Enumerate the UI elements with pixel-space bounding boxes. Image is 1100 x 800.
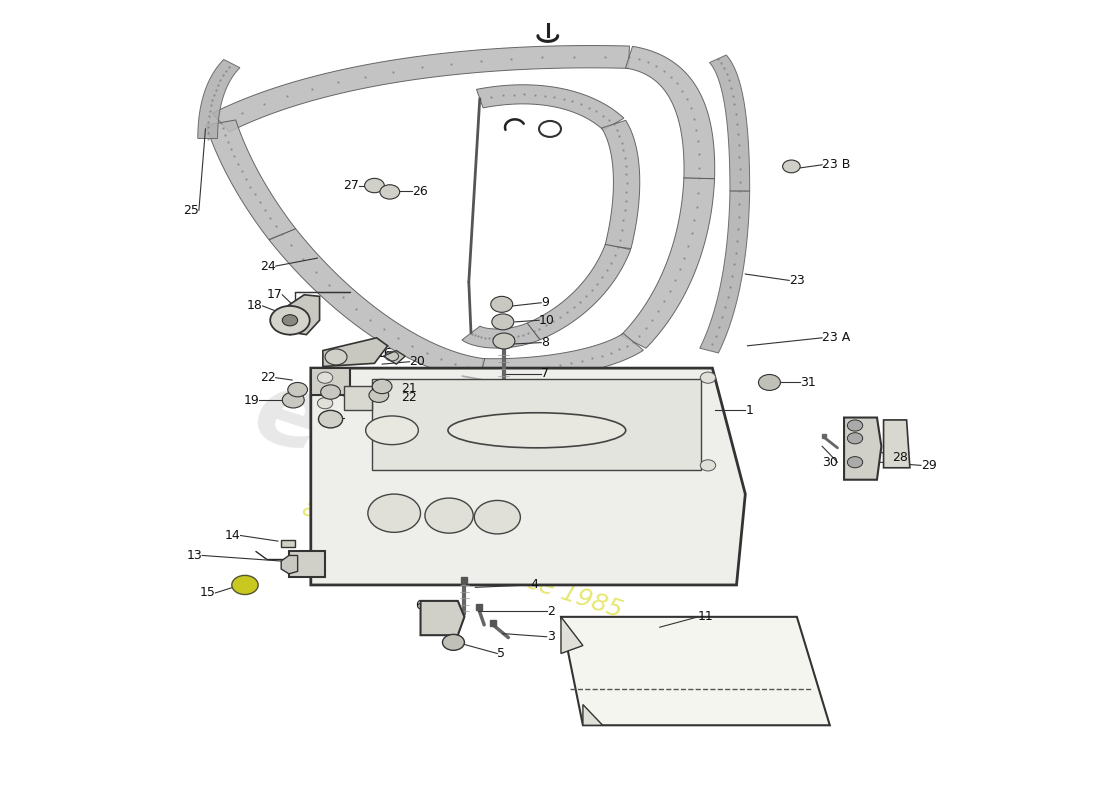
Circle shape	[847, 420, 862, 431]
Polygon shape	[276, 294, 320, 334]
Text: 30: 30	[822, 456, 837, 469]
Text: 21: 21	[346, 390, 363, 403]
Polygon shape	[198, 59, 240, 138]
Circle shape	[491, 296, 513, 312]
Text: 8: 8	[541, 336, 549, 349]
Circle shape	[759, 374, 780, 390]
Text: 13: 13	[186, 549, 202, 562]
Text: 11: 11	[698, 610, 714, 623]
Text: 6: 6	[415, 599, 422, 612]
Circle shape	[232, 575, 258, 594]
Polygon shape	[476, 85, 624, 130]
Circle shape	[319, 410, 342, 428]
Polygon shape	[311, 368, 746, 585]
Polygon shape	[420, 601, 464, 635]
Text: 29: 29	[921, 459, 936, 472]
Polygon shape	[462, 323, 540, 348]
Polygon shape	[311, 368, 350, 395]
Text: 23: 23	[789, 274, 805, 287]
Text: 9: 9	[541, 296, 549, 310]
Text: 22: 22	[400, 391, 417, 404]
Circle shape	[271, 306, 310, 334]
Text: 31: 31	[800, 376, 816, 389]
Polygon shape	[289, 551, 326, 577]
Text: 26: 26	[411, 185, 428, 198]
Text: 21: 21	[400, 382, 417, 394]
Text: 24: 24	[260, 259, 276, 273]
Text: 28: 28	[892, 451, 909, 464]
Circle shape	[847, 457, 862, 468]
Text: 17: 17	[266, 288, 283, 302]
Text: 3: 3	[547, 630, 554, 643]
Text: 27: 27	[343, 179, 359, 192]
Text: 23 A: 23 A	[822, 331, 850, 344]
Circle shape	[318, 398, 332, 409]
Polygon shape	[282, 539, 296, 547]
Polygon shape	[527, 244, 630, 340]
Circle shape	[367, 494, 420, 532]
Polygon shape	[602, 120, 640, 249]
Circle shape	[318, 372, 332, 383]
Text: 19: 19	[243, 394, 260, 406]
Circle shape	[493, 333, 515, 349]
Polygon shape	[710, 55, 750, 191]
Circle shape	[442, 634, 464, 650]
Text: 22: 22	[260, 371, 276, 384]
Circle shape	[368, 388, 388, 402]
Text: 1: 1	[746, 404, 754, 417]
Text: 20: 20	[409, 355, 426, 368]
Polygon shape	[561, 617, 829, 726]
Polygon shape	[212, 46, 629, 132]
Text: 10: 10	[539, 314, 554, 326]
Polygon shape	[282, 555, 298, 574]
Text: europes: europes	[241, 363, 705, 596]
Circle shape	[701, 372, 716, 383]
Circle shape	[379, 185, 399, 199]
Text: 5: 5	[497, 647, 505, 660]
Circle shape	[283, 314, 298, 326]
Text: a passion parts since 1985: a passion parts since 1985	[299, 496, 626, 622]
Circle shape	[283, 392, 305, 408]
Polygon shape	[700, 191, 750, 353]
Polygon shape	[206, 120, 296, 240]
Text: 23 B: 23 B	[822, 158, 850, 171]
Polygon shape	[883, 420, 910, 468]
Circle shape	[364, 178, 384, 193]
Ellipse shape	[365, 416, 418, 445]
Polygon shape	[844, 418, 881, 480]
Polygon shape	[270, 229, 485, 381]
Polygon shape	[620, 178, 715, 348]
Text: 2: 2	[547, 605, 554, 618]
Circle shape	[701, 460, 716, 471]
Circle shape	[326, 349, 346, 365]
Circle shape	[372, 379, 392, 394]
Text: 25: 25	[183, 204, 199, 217]
Circle shape	[782, 160, 800, 173]
Ellipse shape	[448, 413, 626, 448]
Circle shape	[321, 385, 340, 399]
Circle shape	[474, 501, 520, 534]
Text: 14: 14	[224, 529, 241, 542]
Circle shape	[492, 314, 514, 330]
Text: 12: 12	[319, 412, 334, 425]
Polygon shape	[343, 386, 372, 410]
Text: 7: 7	[541, 367, 549, 380]
Text: 16: 16	[376, 347, 393, 360]
Polygon shape	[482, 334, 644, 381]
Polygon shape	[583, 705, 603, 726]
Polygon shape	[372, 379, 702, 470]
Circle shape	[425, 498, 473, 533]
Polygon shape	[383, 350, 405, 364]
Polygon shape	[561, 617, 583, 654]
Polygon shape	[626, 46, 715, 178]
Circle shape	[847, 433, 862, 444]
Text: 15: 15	[199, 586, 216, 599]
Text: 18: 18	[246, 299, 263, 313]
Circle shape	[288, 382, 308, 397]
Text: 4: 4	[530, 578, 538, 591]
Polygon shape	[323, 338, 387, 366]
